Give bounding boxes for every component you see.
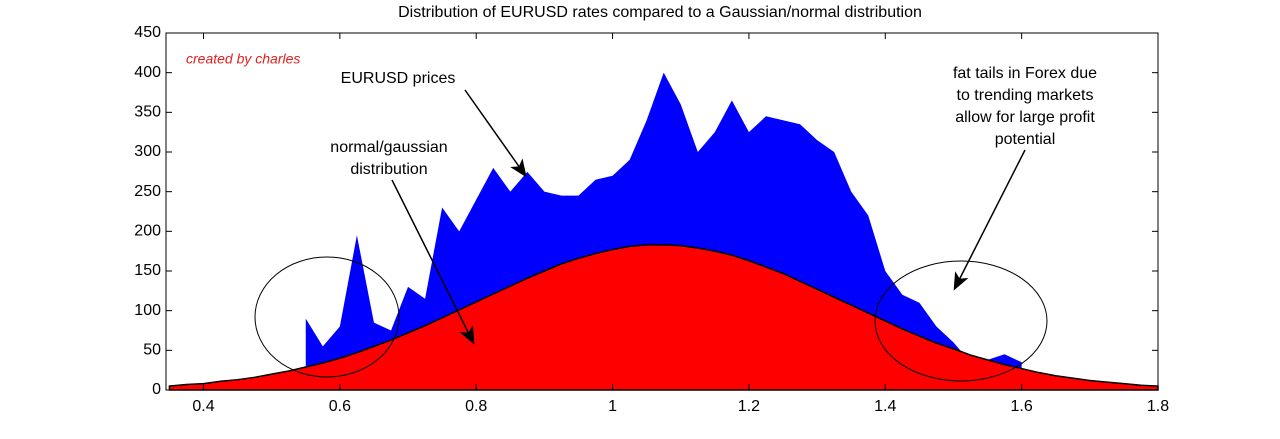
ellipse bbox=[254, 256, 400, 378]
y-tick-label: 250 bbox=[134, 183, 161, 200]
arrow bbox=[391, 179, 475, 345]
x-tick-label: 0.4 bbox=[192, 398, 214, 415]
y-tick-label: 0 bbox=[152, 381, 161, 398]
annotations: EURUSD prices normal/gaussian distributi… bbox=[254, 65, 1097, 382]
x-tick-label: 1.4 bbox=[874, 398, 896, 415]
annotation: distribution bbox=[350, 161, 427, 178]
plot-area bbox=[168, 72, 1159, 391]
annotation: potential bbox=[995, 131, 1056, 148]
x-tick-label: 1 bbox=[608, 398, 617, 415]
y-tick-label: 350 bbox=[134, 104, 161, 121]
x-tick-label: 1.8 bbox=[1147, 398, 1169, 415]
y-tick-label: 50 bbox=[143, 342, 161, 359]
x-tick-label: 1.6 bbox=[1011, 398, 1033, 415]
annotation: to trending markets bbox=[957, 87, 1094, 104]
y-tick-label: 200 bbox=[134, 223, 161, 240]
ellipse bbox=[874, 260, 1048, 382]
annotation: EURUSD prices bbox=[341, 70, 456, 87]
chart-title: Distribution of EURUSD rates compared to… bbox=[398, 4, 922, 21]
y-tick-label: 300 bbox=[134, 143, 161, 160]
y-tick-label: 150 bbox=[134, 262, 161, 279]
annotation: fat tails in Forex due bbox=[953, 65, 1097, 82]
annotation: normal/gaussian bbox=[330, 139, 447, 156]
arrow bbox=[464, 89, 527, 178]
y-tick-label: 450 bbox=[134, 24, 161, 41]
credit: created by charles bbox=[186, 51, 300, 67]
x-tick-label: 0.6 bbox=[329, 398, 351, 415]
arrow bbox=[953, 149, 1026, 291]
axes-frame bbox=[165, 32, 1159, 391]
y-tick-label: 400 bbox=[134, 64, 161, 81]
x-tick-label: 1.2 bbox=[738, 398, 760, 415]
x-tick-label: 0.8 bbox=[465, 398, 487, 415]
area bbox=[168, 244, 1159, 391]
y-tick-label: 100 bbox=[134, 302, 161, 319]
annotation: allow for large profit bbox=[955, 109, 1095, 126]
